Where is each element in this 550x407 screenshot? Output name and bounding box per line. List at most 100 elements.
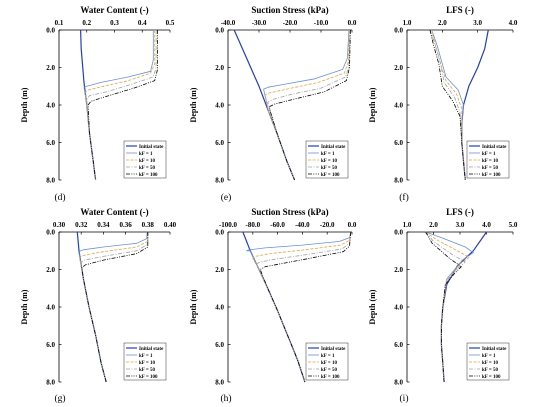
legend-entry-label: kF = 1 [482, 354, 496, 359]
x-tick-label: 5.0 [509, 221, 518, 229]
x-tick-label: 1.0 [403, 221, 412, 229]
x-tick-label: 0.0 [348, 19, 357, 27]
y-tick-label: 4.0 [215, 304, 224, 312]
x-tick-label: 0.32 [75, 221, 88, 229]
series-line-initial [76, 231, 107, 383]
legend-box [123, 140, 167, 179]
legend-entry-label: kF = 100 [482, 375, 501, 380]
chart-title: Water Content (-) [80, 207, 148, 217]
legend-entry-label: kF = 100 [139, 173, 158, 178]
legend-entry-label: kF = 100 [321, 375, 340, 380]
legend-entry-label: Initial state [139, 347, 164, 352]
x-tick-label: -40.0 [221, 19, 236, 27]
y-tick-label: 2.0 [215, 266, 224, 274]
chart-panel-i: LFS (-) 1.0 2.0 3.0 4.0 5.0 0.0 2.0 4.0 6.0 8.0 Dep… [368, 207, 518, 404]
y-tick-label: 6.0 [215, 139, 224, 147]
legend: Initial state kF = 1 kF = 10 kF = 50 kF = 10… [305, 342, 349, 381]
legend-entry-label: Initial state [139, 145, 164, 150]
x-tick-label: 0.30 [53, 221, 66, 229]
y-tick-label: 8.0 [215, 177, 224, 185]
chart-panel-g: Water Content (-) 0.30 0.32 0.34 0.36 0.38 0.4… [20, 207, 177, 404]
series-line-k10 [431, 29, 466, 181]
legend-entry-label: kF = 1 [139, 152, 153, 157]
legend-entry-label: kF = 10 [321, 159, 337, 164]
legend-entry-label: kF = 10 [482, 159, 498, 164]
y-axis-label: Depth (m) [20, 87, 29, 122]
series-line-k100 [429, 29, 466, 181]
y-axis-label: Depth (m) [20, 289, 29, 324]
x-tick-label: 3.0 [473, 19, 482, 27]
x-tick-label: 4.0 [482, 221, 491, 229]
series-line-k1 [425, 231, 474, 383]
series-line-k1 [431, 29, 466, 181]
legend-entry-label: kF = 50 [321, 368, 337, 373]
y-tick-label: 4.0 [394, 304, 403, 312]
y-tick-label: 8.0 [215, 379, 224, 387]
series-line-k100 [425, 231, 462, 383]
panel-label: (g) [54, 393, 65, 404]
x-tick-label: 2.0 [438, 19, 447, 27]
panel-label: (d) [54, 192, 65, 203]
panel-label: (i) [400, 393, 409, 404]
legend-entry-label: kF = 10 [321, 361, 337, 366]
y-tick-label: 4.0 [394, 102, 403, 110]
legend-entry-label: kF = 100 [482, 173, 501, 178]
x-tick-label: -40.0 [295, 221, 310, 229]
y-tick-label: 0.0 [215, 229, 224, 237]
y-tick-label: 0.0 [394, 229, 403, 237]
y-tick-label: 0.0 [394, 27, 403, 35]
x-tick-label: 4.0 [509, 19, 518, 27]
chart-panel-f: LFS (-) 1.0 2.0 3.0 4.0 0.0 2.0 4.0 6.0 8.0 Depth … [368, 5, 518, 203]
legend-entry-label: kF = 1 [321, 354, 335, 359]
x-tick-label: 0.36 [119, 221, 132, 229]
legend-entry-label: kF = 1 [482, 152, 496, 157]
y-tick-label: 6.0 [394, 139, 403, 147]
legend-box [305, 342, 349, 381]
y-axis-label: Depth (m) [189, 87, 198, 122]
legend-entry-label: kF = 100 [321, 173, 340, 178]
x-tick-label: -100.0 [219, 221, 238, 229]
legend-entry-label: Initial state [321, 145, 346, 150]
series-line-k10 [425, 231, 470, 383]
y-tick-label: 2.0 [46, 266, 55, 274]
legend-entry-label: kF = 50 [482, 166, 498, 171]
x-tick-label: 0.0 [348, 221, 357, 229]
y-tick-label: 8.0 [46, 379, 55, 387]
y-axis-label: Depth (m) [189, 289, 198, 324]
y-tick-label: 0.0 [215, 27, 224, 35]
legend-entry-label: kF = 50 [139, 368, 155, 373]
chart-title: Suction Stress (kPa) [251, 5, 328, 15]
legend-box [466, 140, 510, 179]
chart-title: LFS (-) [446, 207, 474, 217]
legend-box [305, 140, 349, 179]
legend-box [123, 342, 167, 381]
y-tick-label: 6.0 [46, 139, 55, 147]
legend-entry-label: kF = 10 [139, 361, 155, 366]
x-tick-label: -10.0 [314, 19, 329, 27]
y-tick-label: 6.0 [215, 341, 224, 349]
x-tick-label: 0.2 [82, 19, 91, 27]
y-tick-label: 6.0 [46, 341, 55, 349]
x-tick-label: -80.0 [246, 221, 261, 229]
legend-box [466, 342, 510, 381]
series-line-k10 [252, 231, 352, 383]
legend-entry-label: Initial state [321, 347, 346, 352]
legend-entry-label: kF = 1 [139, 354, 153, 359]
legend: Initial state kF = 1 kF = 10 kF = 50 kF = 10… [466, 140, 510, 179]
chart-title: Water Content (-) [80, 5, 148, 15]
chart-title: Suction Stress (kPa) [251, 207, 328, 217]
legend-entry-label: kF = 10 [482, 361, 498, 366]
series-line-k10 [85, 30, 156, 181]
chart-title: LFS (-) [446, 5, 474, 15]
y-tick-label: 4.0 [46, 304, 55, 312]
y-tick-label: 2.0 [215, 64, 224, 72]
series-line-k10 [79, 232, 149, 383]
x-tick-label: 0.3 [110, 19, 119, 27]
y-axis-label: Depth (m) [368, 289, 377, 324]
x-tick-label: 0.38 [142, 221, 155, 229]
legend-entry-label: kF = 10 [139, 159, 155, 164]
y-tick-label: 8.0 [394, 379, 403, 387]
y-tick-label: 8.0 [394, 177, 403, 185]
x-tick-label: 0.4 [138, 19, 147, 27]
